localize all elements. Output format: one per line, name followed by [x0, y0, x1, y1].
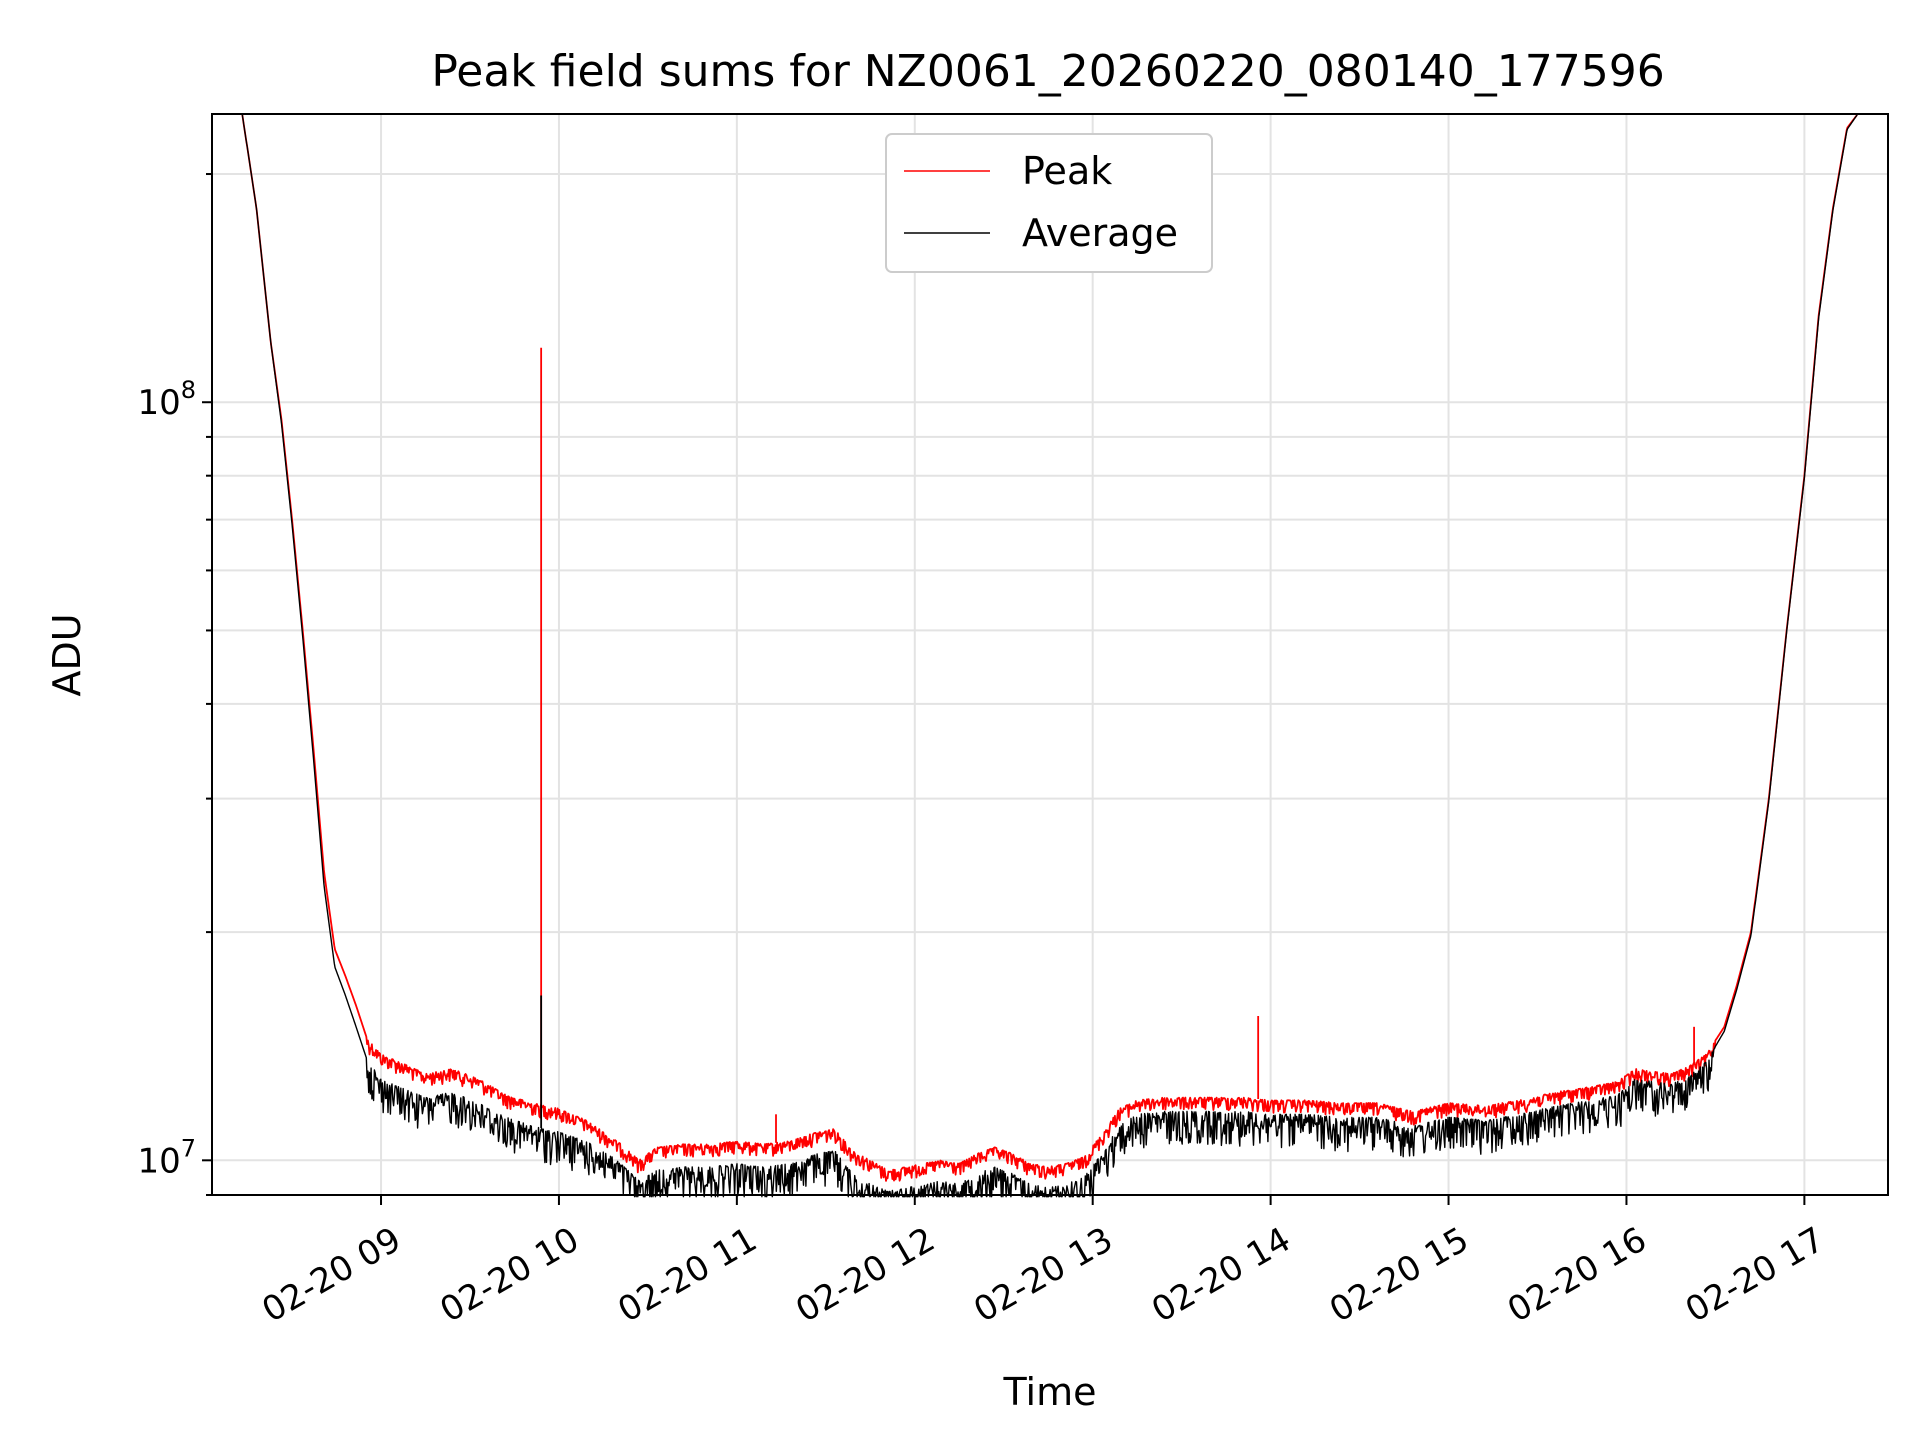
y-axis: 107 108	[137, 173, 212, 1196]
legend: Peak Average	[885, 133, 1213, 273]
y-tick-label: 108	[137, 376, 196, 423]
legend-label-peak: Peak	[1022, 149, 1112, 193]
legend-label-average: Average	[1022, 211, 1178, 255]
legend-box	[885, 133, 1213, 273]
chart-title: Peak field sums for NZ0061_20260220_0801…	[431, 46, 1664, 97]
y-axis-label: ADU	[45, 613, 89, 696]
series-line-peak	[241, 113, 1858, 1182]
series-line-average	[241, 113, 1858, 1198]
plot-frame	[211, 113, 1889, 1196]
series-layer	[241, 113, 1858, 1198]
x-axis-label: Time	[1003, 1370, 1097, 1414]
y-tick-label: 107	[137, 1134, 196, 1181]
